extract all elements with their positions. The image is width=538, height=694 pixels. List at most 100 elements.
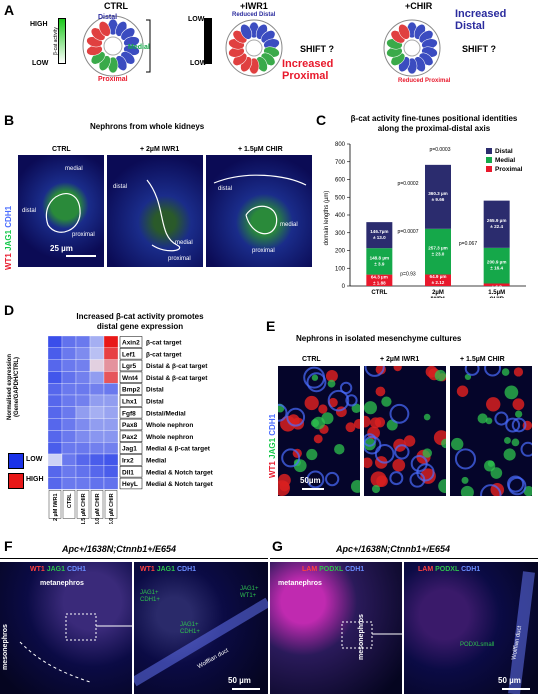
panel-e-iwr1-image (364, 366, 446, 496)
heatmap-cell (75, 347, 91, 360)
cdh1-tubule (374, 444, 395, 464)
heatmap-cell (75, 359, 91, 372)
x-category-label: IWR1 (431, 297, 447, 298)
gene-box (119, 418, 143, 431)
y-tick-label: 200 (335, 249, 346, 255)
bar-proximal (425, 274, 451, 286)
heatmap-cell (103, 477, 119, 490)
column-box (76, 490, 90, 519)
heatmap-row-gene: Lgr5 (122, 363, 136, 370)
jag1-nephron (438, 479, 446, 494)
gene-box (119, 383, 143, 395)
panel-g-overview-stains: LAM PODXL CDH1 (302, 566, 365, 573)
heatmap-row-gene: Wnt4 (122, 375, 138, 382)
gene-box (119, 359, 143, 372)
wt1-nephron (375, 386, 386, 397)
panel-e-iwr1: + 2µM IWR1 (380, 356, 420, 363)
cdh1-tubule (507, 476, 527, 496)
panel-f-overview-image (0, 562, 132, 694)
y-tick-label: 300 (335, 231, 346, 237)
cdh1-tubule (389, 471, 404, 486)
p-value-label: p=0.067 (459, 241, 477, 247)
heatmap-cell (75, 383, 91, 396)
panel-f-rule (0, 558, 268, 559)
panel-e-chir-image (450, 366, 532, 496)
nephron-segment (240, 24, 253, 40)
cdh1-tubule (494, 411, 509, 426)
cdh1-tubule (364, 366, 385, 377)
panel-g-rule (270, 558, 538, 559)
jag1-nephron (434, 369, 446, 382)
ctrl-nephron-diagram (82, 15, 151, 77)
y-tick-label: 600 (335, 178, 346, 184)
bar-value-label: 64.3 µm (371, 274, 388, 279)
heatmap-row-category: Distal (146, 387, 164, 394)
wt1-nephron (370, 417, 382, 429)
gene-box (119, 395, 143, 407)
cdh1-tubule (520, 441, 532, 457)
legend-swatch (486, 148, 492, 154)
high-label: HIGH (30, 21, 48, 28)
wt1-nephron (513, 367, 524, 377)
heatmap-cell (61, 477, 77, 490)
column-box (48, 490, 62, 519)
panel-g-metanephros: metanephros (278, 580, 322, 587)
bar-distal (366, 222, 393, 249)
heatmap-cell (103, 418, 119, 431)
panel-e-ctrl: CTRL (302, 356, 321, 363)
legend-high-label: HIGH (26, 476, 44, 483)
heatmap-row-category: Medial & Notch target (146, 469, 214, 476)
x-category-label: CTRL (371, 290, 387, 296)
y-tick-label: 500 (335, 195, 346, 201)
bar-distal (483, 200, 510, 248)
heatmap-cell (75, 371, 91, 384)
panel-b-chir-distal: distal (218, 186, 233, 192)
heatmap-cell (61, 394, 77, 407)
panel-f-mesonephros: mesonephros (2, 624, 9, 670)
jag1-nephron (311, 374, 319, 381)
heatmap-row-gene: HeyL (122, 481, 138, 488)
heatmap-cell (103, 442, 119, 455)
heatmap-row-gene: Bmp2 (122, 387, 140, 394)
ctrl-proximal-label: Proximal (98, 76, 128, 83)
heatmap-cell (47, 418, 63, 431)
heatmap-row-category: Medial (146, 458, 166, 465)
panel-f-zoom-stains: WT1 JAG1 CDH1 (140, 566, 197, 573)
heatmap-cell (47, 359, 63, 372)
heatmap-row-category: Medial & β-cat target (146, 446, 211, 453)
chart-ylabel: domain lengths (µm) (324, 191, 330, 246)
jag1-nephron (477, 413, 488, 424)
reduced-proximal-label: Reduced Proximal (398, 78, 451, 84)
panel-b-chir-image (206, 155, 312, 267)
heatmap-cell (89, 430, 105, 443)
panel-e-stain-legend: WT1 JAG1 CDH1 (268, 413, 277, 478)
heatmap-cell (61, 442, 77, 455)
heatmap-cell (61, 359, 77, 372)
reduced-distal-label: Reduced Distal (232, 12, 276, 18)
heatmap-column-label: CTRL (67, 493, 73, 508)
bar-value-label: ± 16.4 (490, 266, 503, 271)
panel-g-overview-image (270, 562, 402, 694)
panel-g-zoom-stains: LAM PODXL CDH1 (418, 566, 481, 573)
heatmap-cell (103, 394, 119, 407)
heatmap-cell (89, 418, 105, 431)
heatmap-row-gene: Fgf8 (122, 410, 136, 417)
gene-box (119, 454, 143, 466)
jag1-nephron (364, 438, 376, 451)
wt1-nephron (279, 481, 290, 492)
panel-g-letter: G (272, 538, 283, 554)
heatmap-cell (75, 335, 91, 348)
bar-value-label: 200.9 µm (487, 260, 507, 265)
heatmap-cell (47, 442, 63, 455)
panel-b-scalebar (66, 255, 96, 257)
panel-f-jag1-wt1: JAG1+ WT1+ (240, 586, 259, 599)
heatmap-cell (61, 383, 77, 396)
panel-c-chart: domain lengths (µm) 0 100 200 300 400 500 600 7… (324, 142, 526, 298)
cdh1-tubule (506, 475, 525, 493)
heatmap-row-category: β-cat target (146, 340, 182, 347)
heatmap-cell (89, 359, 105, 372)
cdh1-tubule (327, 389, 350, 412)
panel-b-ctrl-image (18, 155, 104, 267)
jag1-nephron (501, 368, 510, 376)
heatmap-cell (75, 418, 91, 431)
